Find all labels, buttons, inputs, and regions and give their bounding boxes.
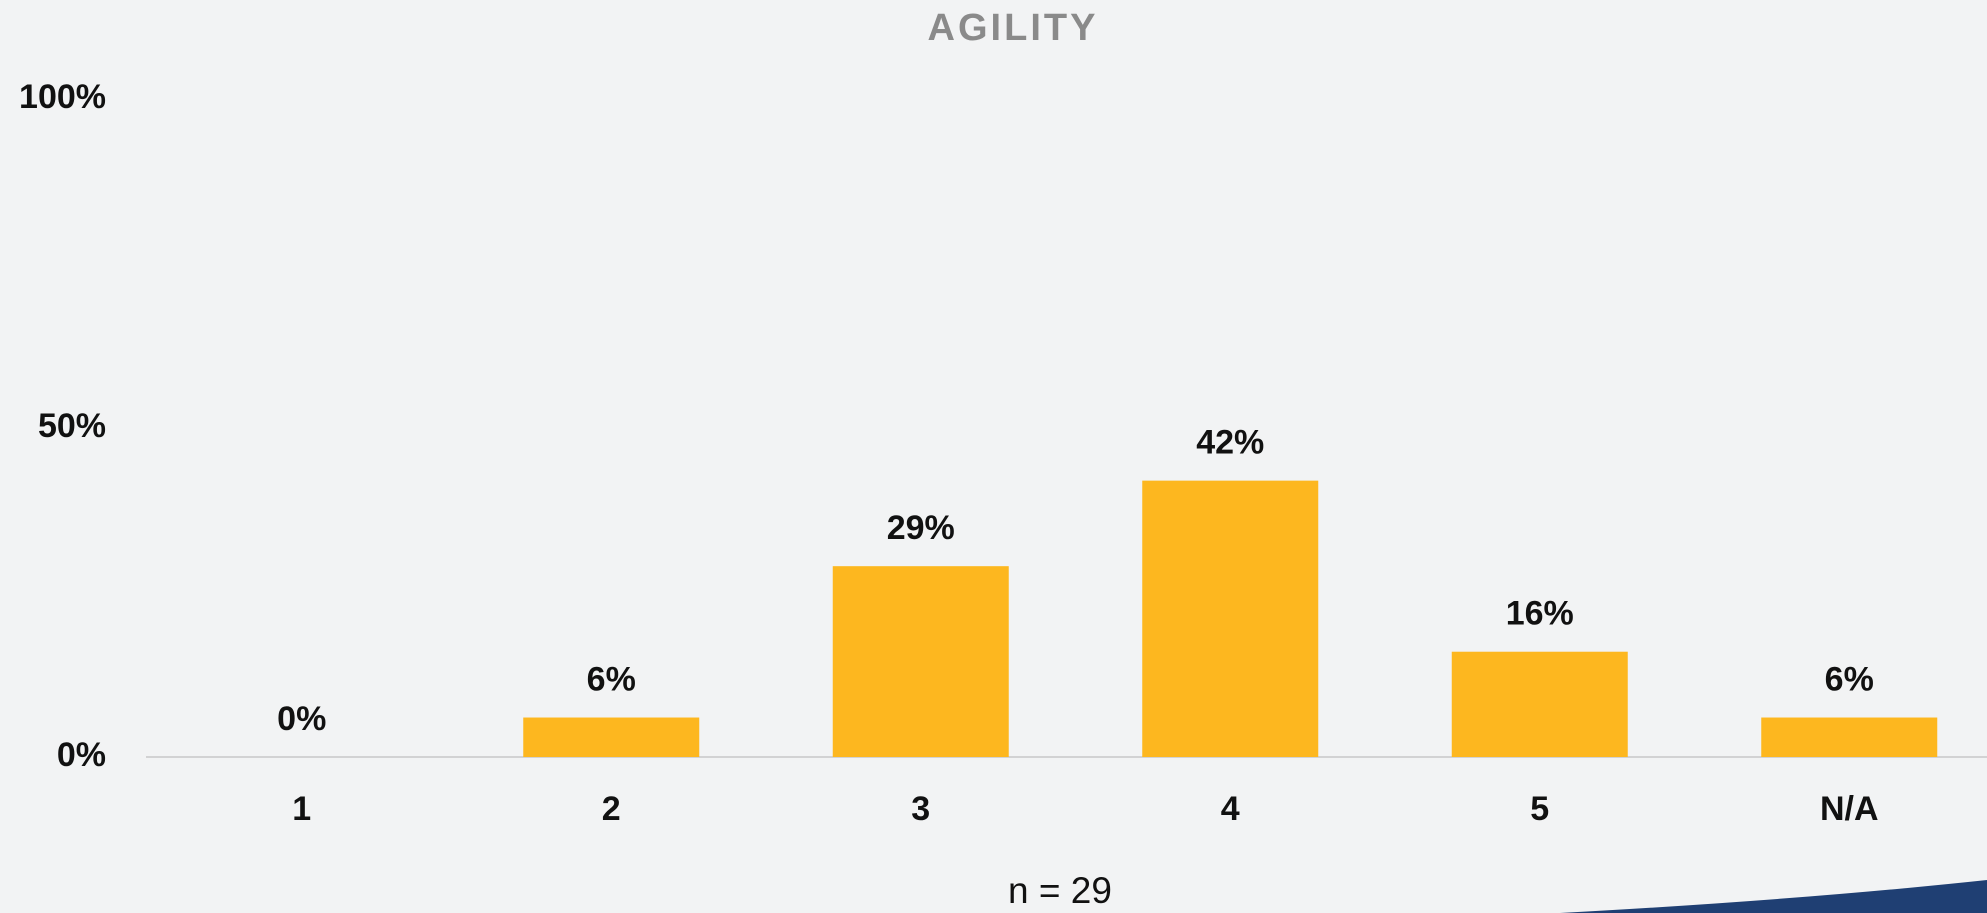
x-tick-label: 2 <box>602 790 621 828</box>
annotation: n = 29 <box>1008 870 1112 911</box>
bar <box>1452 652 1628 757</box>
chart: AGILITY n = 29 0% 50% 100% 1 0% 2 6% 3 29% 4 42% 5 1… <box>0 0 1987 913</box>
bar <box>1142 481 1318 757</box>
x-tick-label: N/A <box>1820 790 1879 828</box>
x-tick-label: 1 <box>292 790 311 828</box>
x-tick-label: 4 <box>1221 790 1240 828</box>
data-label: 16% <box>1506 595 1574 633</box>
data-label: 6% <box>1825 661 1874 699</box>
data-label: 42% <box>1196 424 1264 462</box>
x-tick-label: 3 <box>911 790 930 828</box>
bar <box>1761 718 1937 757</box>
data-label: 29% <box>887 509 955 547</box>
page: AGILITY n = 29 0% 50% 100% 1 0% 2 6% 3 29% 4 42% 5 1… <box>0 0 1987 913</box>
data-label: 6% <box>587 661 636 699</box>
bar <box>833 566 1009 757</box>
chart-title: AGILITY <box>928 7 1099 49</box>
bar <box>523 718 699 757</box>
data-label: 0% <box>277 700 326 738</box>
y-tick-label: 0% <box>57 736 106 774</box>
x-tick-label: 5 <box>1530 790 1549 828</box>
y-tick-label: 100% <box>19 78 106 116</box>
background <box>0 0 1987 913</box>
y-tick-label: 50% <box>38 407 106 445</box>
